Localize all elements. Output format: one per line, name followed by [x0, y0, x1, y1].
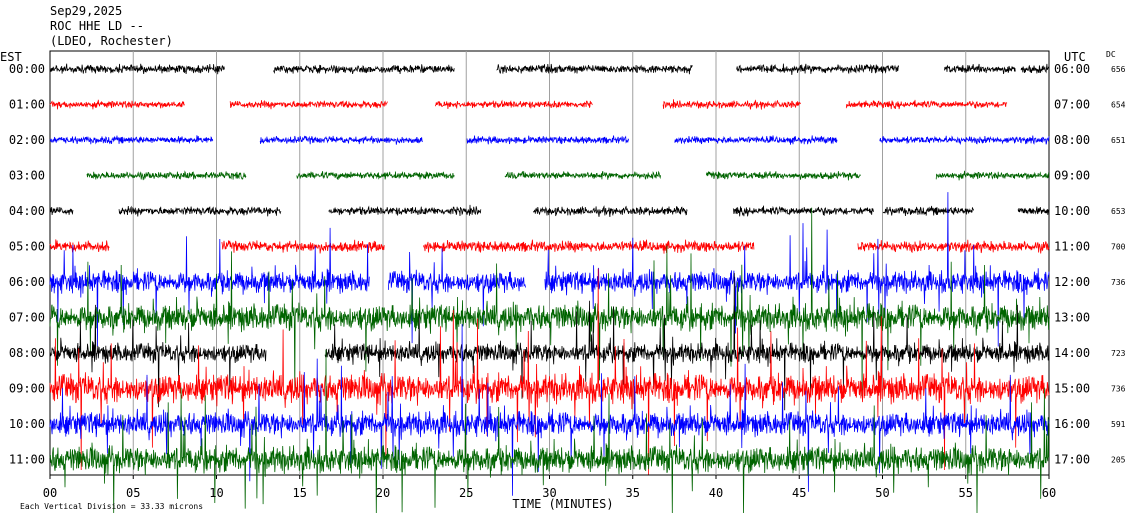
- row-label-utc: 11:00: [1054, 240, 1090, 254]
- row-label-utc: 07:00: [1054, 98, 1090, 112]
- row-label-utc: 08:00: [1054, 133, 1090, 147]
- row-label-utc: 13:00: [1054, 311, 1090, 325]
- row-label-est: 07:00: [9, 311, 45, 325]
- row-labels: 00:00 06:00 656 01:00 07:00 654 02:00 08:00 651 0…: [9, 62, 1126, 467]
- row-dc-value: 591: [1111, 420, 1126, 429]
- row-label-est: 02:00: [9, 133, 45, 147]
- trace-row: [49, 204, 1050, 218]
- x-tick-label: 30: [542, 486, 556, 500]
- right-axis-label: UTC: [1064, 50, 1086, 64]
- x-tick-label: 15: [293, 486, 307, 500]
- x-tick-label: 55: [959, 486, 973, 500]
- row-dc-value: 700: [1111, 243, 1126, 252]
- trace-row: [49, 273, 1050, 411]
- row-label-utc: 12:00: [1054, 275, 1090, 289]
- x-axis-ticks: 00 05 10 15 20 25 30 35 40 45 50 55 60: [43, 475, 1056, 500]
- x-tick-label: 45: [792, 486, 806, 500]
- header-station: ROC HHE LD --: [50, 19, 144, 33]
- row-label-utc: 16:00: [1054, 417, 1090, 431]
- x-tick-label: 10: [209, 486, 223, 500]
- x-tick-label: 20: [376, 486, 390, 500]
- x-tick-label: 25: [459, 486, 473, 500]
- trace-row: [49, 192, 1050, 347]
- trace-row: [49, 324, 1050, 496]
- row-label-est: 00:00: [9, 62, 45, 76]
- row-label-est: 11:00: [9, 453, 45, 467]
- x-tick-label: 50: [875, 486, 889, 500]
- row-label-utc: 15:00: [1054, 382, 1090, 396]
- trace-row: [49, 268, 1050, 475]
- row-label-est: 03:00: [9, 169, 45, 183]
- row-label-utc: 06:00: [1054, 62, 1090, 76]
- header-network: (LDEO, Rochester): [50, 34, 173, 48]
- trace-row: [49, 99, 1008, 110]
- row-label-est: 04:00: [9, 204, 45, 218]
- scale-note: Each Vertical Division = 33.33 microns: [20, 502, 203, 511]
- row-label-utc: 17:00: [1054, 453, 1090, 467]
- row-dc-value: 651: [1111, 136, 1126, 145]
- row-label-est: 08:00: [9, 346, 45, 360]
- x-tick-label: 40: [709, 486, 723, 500]
- row-label-utc: 09:00: [1054, 169, 1090, 183]
- x-tick-label: 05: [126, 486, 140, 500]
- header-date: Sep29,2025: [50, 4, 122, 18]
- trace-row: [49, 239, 1050, 254]
- trace-row: [49, 63, 1050, 75]
- row-label-est: 01:00: [9, 98, 45, 112]
- row-label-est: 10:00: [9, 417, 45, 431]
- row-dc-value: 205: [1111, 456, 1126, 465]
- row-dc-value: 656: [1111, 65, 1126, 74]
- x-tick-label: 00: [43, 486, 57, 500]
- row-label-utc: 14:00: [1054, 346, 1090, 360]
- row-label-utc: 10:00: [1054, 204, 1090, 218]
- row-label-est: 06:00: [9, 275, 45, 289]
- trace-row: [49, 135, 1050, 145]
- traces: [49, 63, 1050, 514]
- x-tick-label: 35: [626, 486, 640, 500]
- row-label-est: 09:00: [9, 382, 45, 396]
- dc-label: DC: [1106, 50, 1116, 59]
- row-label-est: 05:00: [9, 240, 45, 254]
- row-dc-value: 654: [1111, 101, 1126, 110]
- row-dc-value: 736: [1111, 278, 1126, 287]
- grid-lines: [132, 51, 967, 475]
- left-axis-label: EST: [0, 50, 22, 64]
- trace-row: [86, 170, 1050, 181]
- trace-row: [49, 349, 1050, 514]
- x-tick-label: 60: [1042, 486, 1056, 500]
- row-dc-value: 736: [1111, 385, 1126, 394]
- row-dc-value: 723: [1111, 349, 1126, 358]
- x-axis-label: TIME (MINUTES): [512, 497, 613, 511]
- trace-row: [49, 207, 1050, 397]
- row-dc-value: 653: [1111, 207, 1126, 216]
